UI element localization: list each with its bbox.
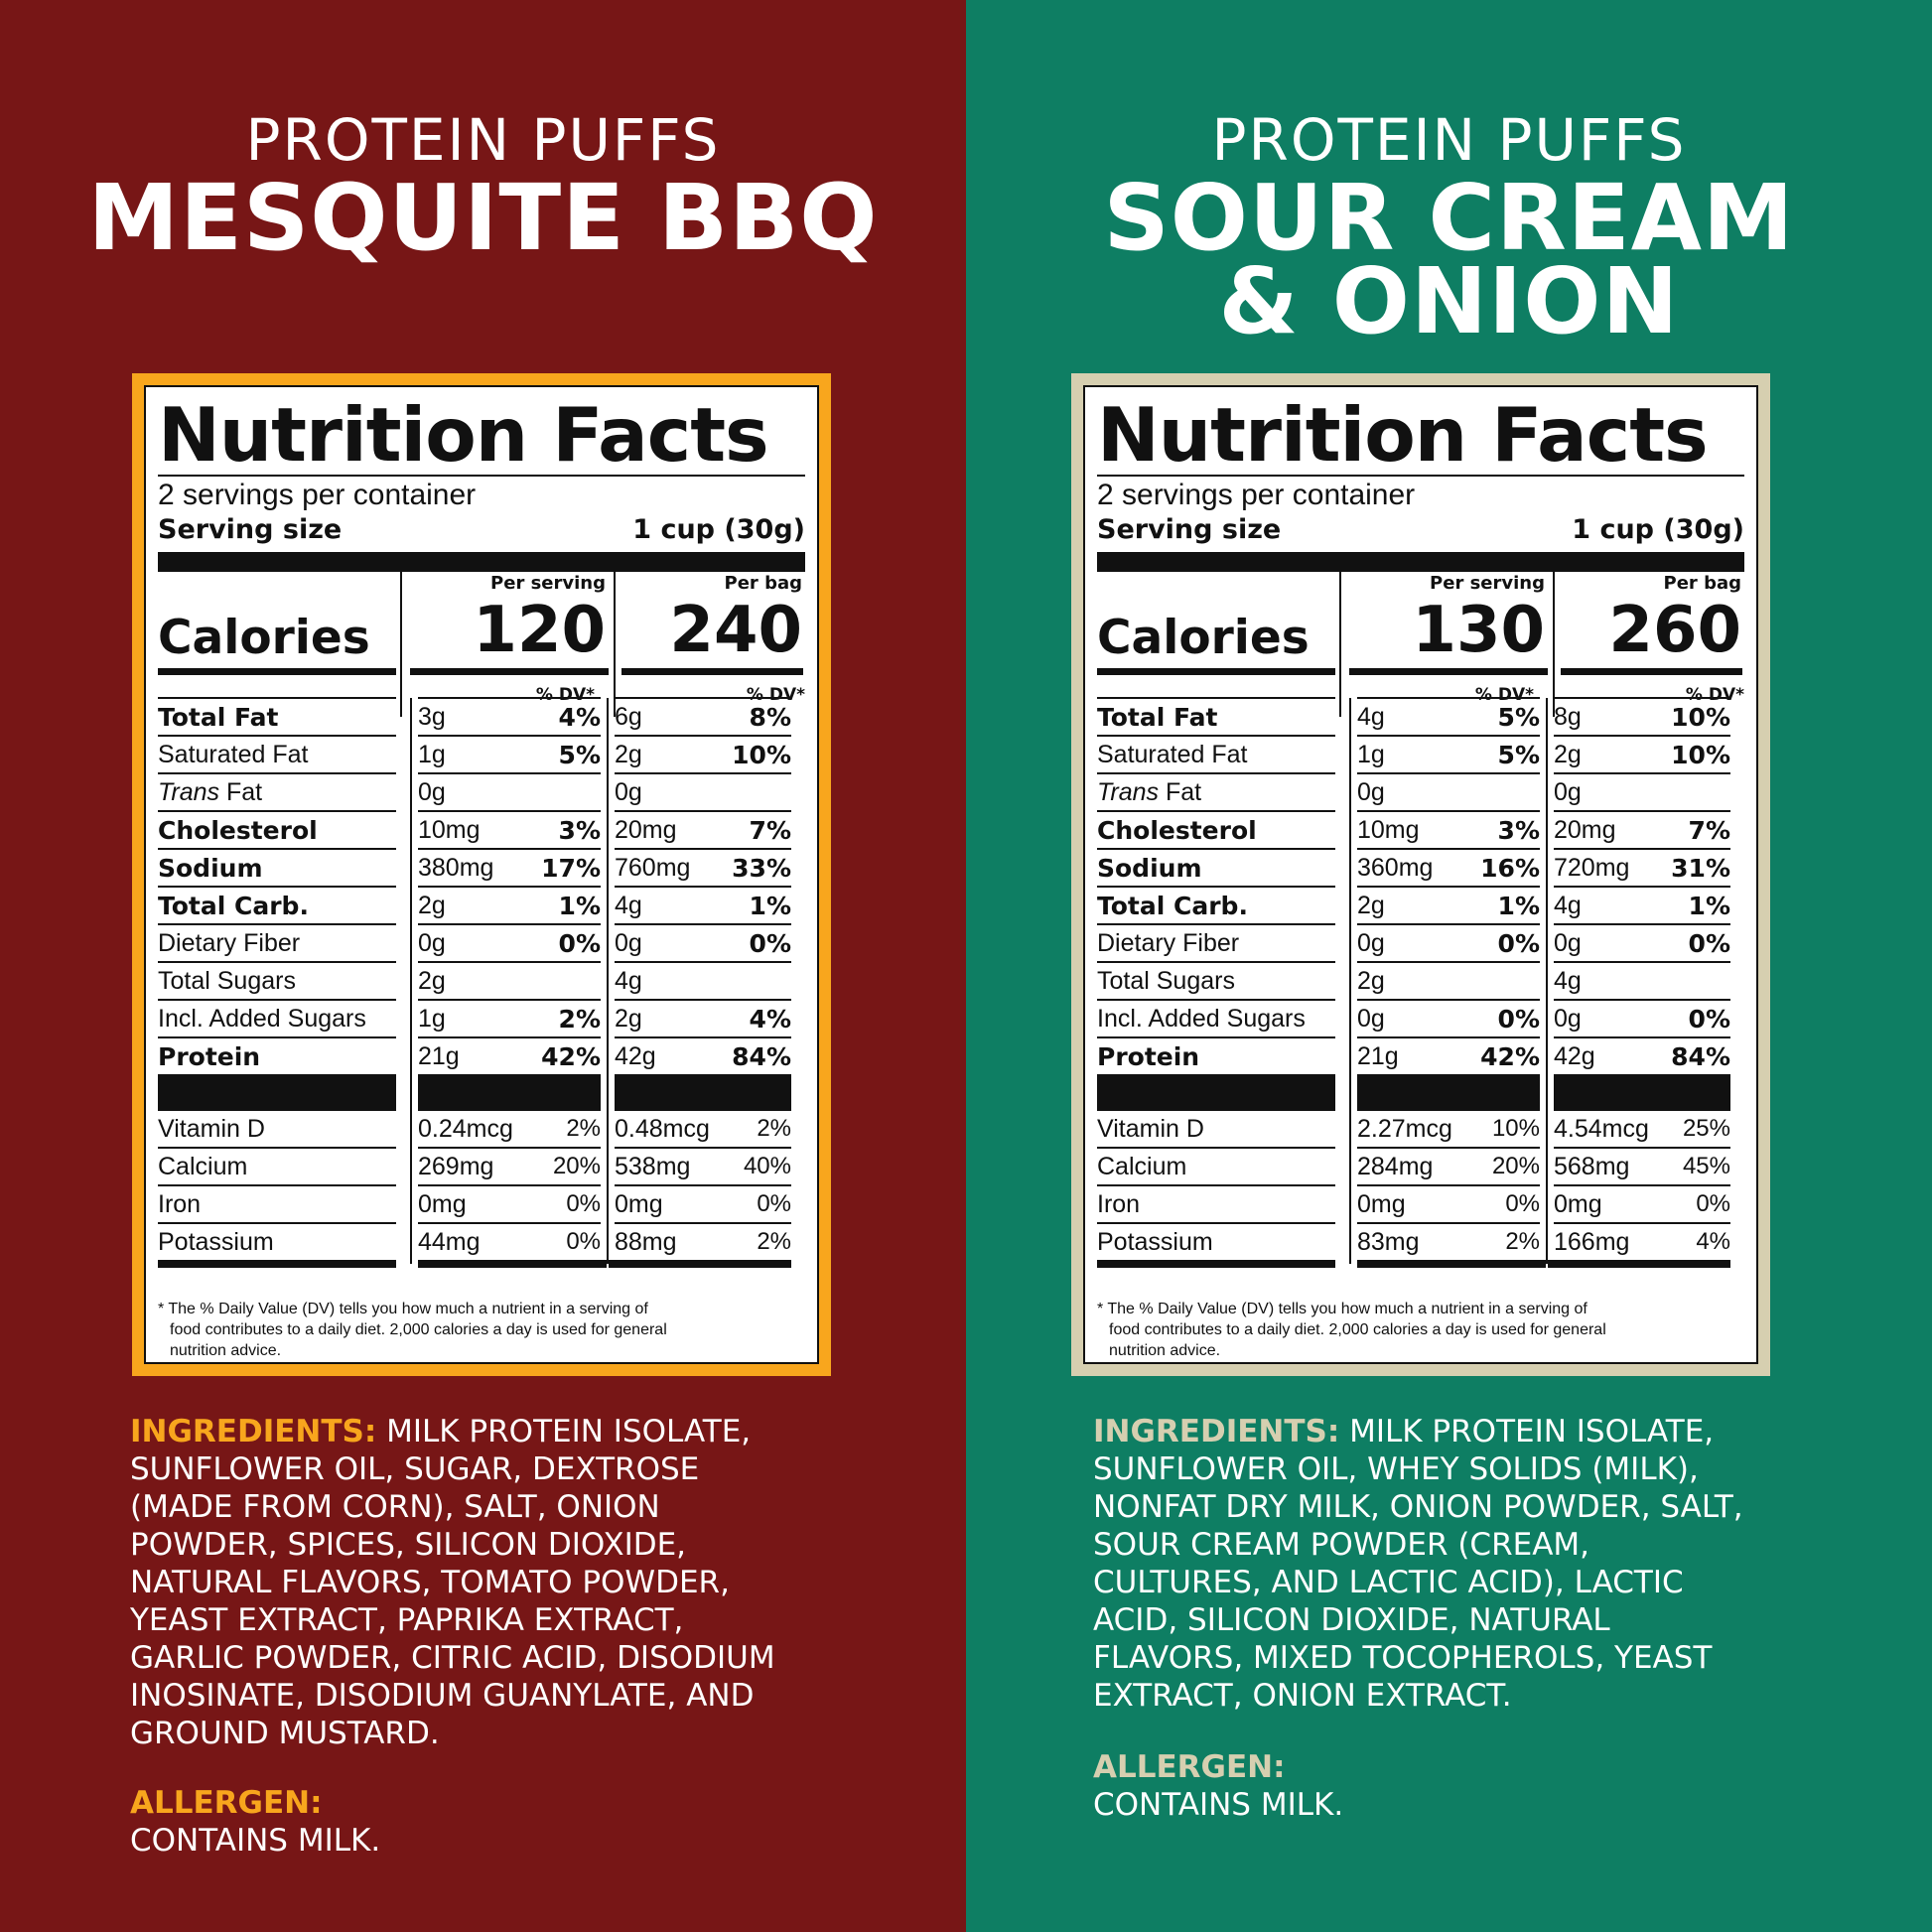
panel-sour-cream-onion: PROTEIN PUFFS SOUR CREAM & ONION Nutriti…	[966, 0, 1932, 1932]
nutrient-row: Sodium 360mg 16% 720mg 31%	[1097, 848, 1730, 887]
nutrient-row: Sodium 380mg 17% 760mg 33%	[158, 848, 791, 887]
ingredients-text: INGREDIENTS: MILK PROTEIN ISOLATE, SUNFL…	[130, 1414, 775, 1751]
panel-mesquite-bbq: PROTEIN PUFFS MESQUITE BBQ Nutrition Fac…	[0, 0, 966, 1932]
product-heading: PROTEIN PUFFS MESQUITE BBQ	[0, 104, 966, 271]
vitamin-row: Vitamin D 2.27mcg 10% 4.54mcg 25%	[1097, 1111, 1730, 1148]
nutrient-row: Protein 21g 42% 42g 84%	[1097, 1036, 1730, 1075]
allergen-info: ALLERGEN: CONTAINS MILK.	[130, 1784, 845, 1860]
nutrient-row: Total Fat 3g 4% 6g 8%	[158, 697, 791, 736]
serving-size-value: 1 cup (30g)	[1572, 514, 1744, 545]
allergen-heading: ALLERGEN:	[130, 1785, 323, 1821]
allergen-text: CONTAINS MILK.	[1093, 1787, 1344, 1823]
nutrient-row: Cholesterol 10mg 3% 20mg 7%	[1097, 810, 1730, 849]
dv-footnote: * The % Daily Value (DV) tells you how m…	[158, 1301, 667, 1359]
serving-size-row: Serving size 1 cup (30g)	[1097, 512, 1744, 548]
brand-name: PROTEIN PUFFS	[1211, 106, 1687, 174]
calories-label: Calories	[1097, 611, 1310, 665]
vitamin-row: Potassium 83mg 2% 166mg 4%	[1097, 1222, 1730, 1268]
nutrient-row: Dietary Fiber 0g 0% 0g 0%	[1097, 923, 1730, 962]
vitamin-row: Iron 0mg 0% 0mg 0%	[158, 1184, 791, 1223]
nutrition-facts-title: Nutrition Facts	[1097, 391, 1709, 479]
divider-bar	[1097, 1074, 1730, 1111]
serving-size-label: Serving size	[1097, 514, 1282, 545]
serving-size-label: Serving size	[158, 514, 343, 545]
vitamin-row: Vitamin D 0.24mcg 2% 0.48mcg 2%	[158, 1111, 791, 1148]
servings-per-container: 2 servings per container	[1097, 479, 1416, 511]
nutrient-row: Trans Fat 0g 0g	[1097, 772, 1730, 811]
nutrient-row: Cholesterol 10mg 3% 20mg 7%	[158, 810, 791, 849]
nutrient-table: Total Fat 4g 5% 8g 10% Saturated Fat 1g 5% …	[1097, 697, 1730, 1268]
nutrient-row: Protein 21g 42% 42g 84%	[158, 1036, 791, 1075]
vitamin-row: Potassium 44mg 0% 88mg 2%	[158, 1222, 791, 1268]
divider-bar	[158, 1074, 791, 1111]
calories-per-serving: Per serving 130	[1412, 573, 1545, 667]
nutrient-row: Saturated Fat 1g 5% 2g 10%	[158, 735, 791, 773]
nutrition-label-frame: Nutrition Facts 2 servings per container…	[1071, 373, 1770, 1376]
servings-per-container: 2 servings per container	[158, 479, 477, 511]
vitamin-row: Iron 0mg 0% 0mg 0%	[1097, 1184, 1730, 1223]
nutrient-table: Total Fat 3g 4% 6g 8% Saturated Fat 1g 5% 2…	[158, 697, 791, 1268]
nutrient-row: Total Fat 4g 5% 8g 10%	[1097, 697, 1730, 736]
nutrient-row: Total Carb. 2g 1% 4g 1%	[1097, 886, 1730, 924]
nutrient-row: Total Carb. 2g 1% 4g 1%	[158, 886, 791, 924]
calories-label: Calories	[158, 611, 370, 665]
brand-name: PROTEIN PUFFS	[245, 106, 721, 174]
nutrition-facts-label: Nutrition Facts 2 servings per container…	[1083, 385, 1758, 1364]
calories-row: Calories Per serving 120 Per bag 240	[158, 572, 805, 675]
vitamin-row: Calcium 284mg 20% 568mg 45%	[1097, 1147, 1730, 1185]
product-heading: PROTEIN PUFFS SOUR CREAM & ONION	[966, 104, 1932, 354]
vitamin-row: Calcium 269mg 20% 538mg 40%	[158, 1147, 791, 1185]
nutrient-row: Dietary Fiber 0g 0% 0g 0%	[158, 923, 791, 962]
allergen-info: ALLERGEN: CONTAINS MILK.	[1093, 1748, 1808, 1824]
nutrition-facts-title: Nutrition Facts	[158, 391, 769, 479]
allergen-heading: ALLERGEN:	[1093, 1749, 1286, 1785]
ingredients-heading: INGREDIENTS:	[130, 1414, 377, 1449]
nutrition-facts-label: Nutrition Facts 2 servings per container…	[144, 385, 819, 1364]
flavor-name: SOUR CREAM	[1103, 165, 1795, 271]
calories-per-bag: Per bag 240	[669, 573, 802, 667]
serving-size-value: 1 cup (30g)	[632, 514, 805, 545]
allergen-text: CONTAINS MILK.	[130, 1823, 381, 1859]
nutrient-row: Total Sugars 2g 4g	[158, 961, 791, 1000]
nutrient-row: Incl. Added Sugars 1g 2% 2g 4%	[158, 999, 791, 1037]
nutrient-row: Incl. Added Sugars 0g 0% 0g 0%	[1097, 999, 1730, 1037]
flavor-name-line2: & ONION	[1218, 248, 1680, 354]
nutrition-label-frame: Nutrition Facts 2 servings per container…	[132, 373, 831, 1376]
calories-per-bag: Per bag 260	[1608, 573, 1741, 667]
ingredients-text: INGREDIENTS: MILK PROTEIN ISOLATE, SUNFL…	[1093, 1414, 1743, 1714]
dv-footnote: * The % Daily Value (DV) tells you how m…	[1097, 1301, 1606, 1359]
nutrient-row: Trans Fat 0g 0g	[158, 772, 791, 811]
nutrient-row: Total Sugars 2g 4g	[1097, 961, 1730, 1000]
nutrient-row: Saturated Fat 1g 5% 2g 10%	[1097, 735, 1730, 773]
serving-size-row: Serving size 1 cup (30g)	[158, 512, 805, 548]
calories-per-serving: Per serving 120	[473, 573, 606, 667]
calories-row: Calories Per serving 130 Per bag 260	[1097, 572, 1744, 675]
flavor-name: MESQUITE BBQ	[87, 165, 879, 271]
ingredients-heading: INGREDIENTS:	[1093, 1414, 1340, 1449]
